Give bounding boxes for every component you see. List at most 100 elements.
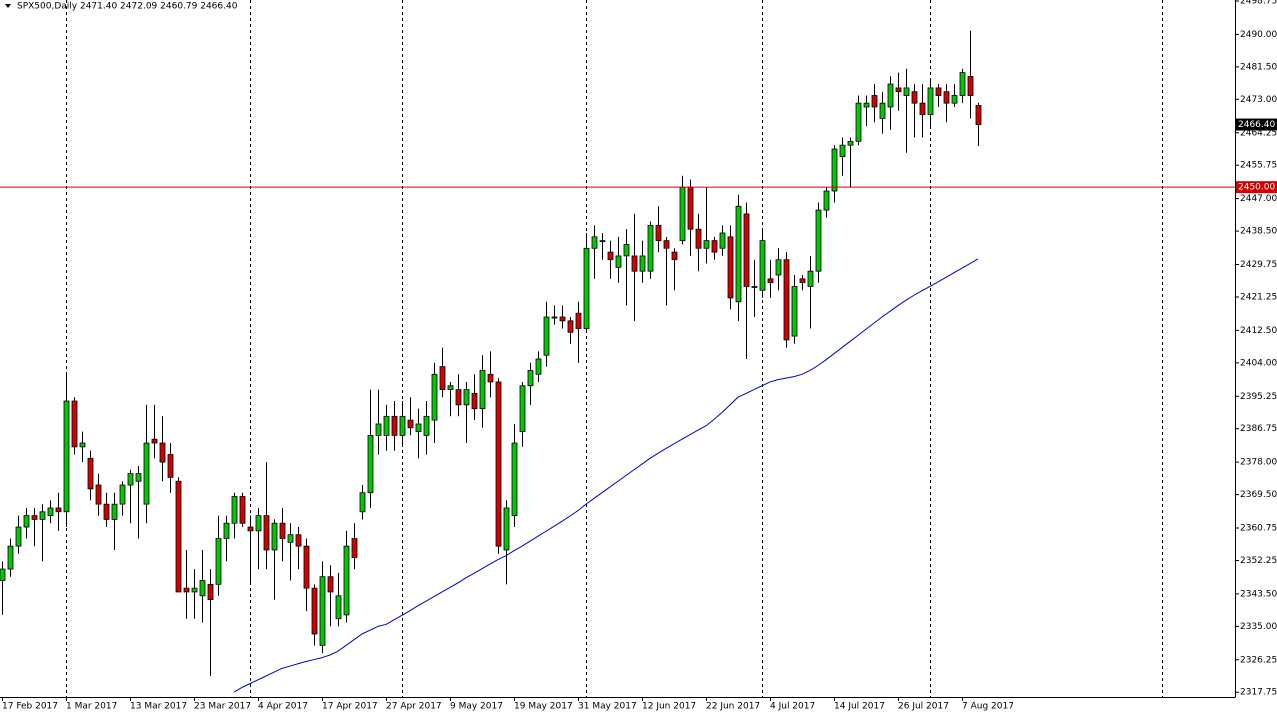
menu-triangle (5, 4, 11, 8)
candle-body (431, 373, 438, 421)
y-tick-label: 2326.25 (1240, 655, 1277, 665)
candle-body (367, 435, 374, 494)
candle-body (935, 87, 942, 96)
candle-body (559, 316, 566, 322)
candle-body (479, 370, 486, 410)
candle-body (839, 144, 846, 158)
y-tick-label: 2438.50 (1240, 227, 1277, 237)
candle-body (583, 247, 590, 329)
candle-body (751, 286, 758, 288)
candle-body (519, 385, 526, 432)
candle-body (791, 286, 798, 337)
candle-body (271, 522, 278, 551)
candle-body (647, 224, 654, 272)
candle-body (631, 255, 638, 272)
y-tick-label: 2421.25 (1240, 292, 1277, 302)
candle-body (319, 576, 326, 646)
candle-body (287, 534, 294, 543)
x-tick-label: 9 May 2017 (450, 702, 503, 712)
y-tick-label: 2429.75 (1240, 260, 1277, 270)
x-tick-label: 13 Mar 2017 (130, 702, 187, 712)
y-tick-label: 2343.50 (1240, 589, 1277, 599)
candle-body (351, 538, 358, 559)
candle-body (727, 236, 734, 299)
candle-body (239, 496, 246, 524)
x-tick-label: 12 Jun 2017 (642, 702, 696, 712)
candle-body (455, 389, 462, 406)
candle-body (927, 87, 934, 116)
y-tick-label: 2360.75 (1240, 524, 1277, 534)
candle-body (311, 587, 318, 635)
candle-body (439, 366, 446, 390)
candle-body (759, 240, 766, 291)
candle-body (847, 140, 854, 146)
y-tick-label: 2464.25 (1240, 128, 1277, 138)
candle-body (879, 102, 886, 119)
candle-body (87, 457, 94, 490)
candle-body (23, 515, 30, 528)
candle-body (79, 442, 86, 448)
y-tick-label: 2317.75 (1240, 688, 1277, 698)
candle-body (31, 515, 38, 520)
candle-body (615, 255, 622, 268)
candle-body (399, 415, 406, 436)
candle-body (0, 568, 6, 581)
candle-body (303, 545, 310, 589)
candle-body (775, 259, 782, 276)
candle-body (735, 205, 742, 303)
candle-body (95, 484, 102, 505)
candle-body (551, 316, 558, 319)
candle-body (263, 515, 270, 551)
candle-body (855, 102, 862, 142)
candle-body (103, 503, 110, 520)
candle-body (383, 415, 390, 436)
candle-body (687, 186, 694, 230)
candle-body (567, 320, 574, 333)
x-tick-label: 19 May 2017 (514, 702, 573, 712)
candle-body (703, 240, 710, 249)
candle-body (151, 438, 158, 444)
y-tick-label: 2490.00 (1240, 30, 1277, 40)
candle-body (255, 515, 262, 532)
candle-body (135, 473, 142, 482)
candle-body (823, 190, 830, 211)
period-separators (66, 0, 1163, 697)
candle-body (599, 240, 606, 243)
candle-body (591, 236, 598, 249)
candle-body (511, 442, 518, 517)
x-tick-label: 27 Apr 2017 (386, 702, 442, 712)
candle-body (359, 492, 366, 513)
candle-body (535, 358, 542, 375)
y-tick-label: 2412.50 (1240, 326, 1277, 336)
y-tick-label: 2481.50 (1240, 62, 1277, 72)
candle-body (175, 480, 182, 593)
candle-body (671, 251, 678, 261)
candle-body (871, 95, 878, 108)
y-tick-label: 2404.00 (1240, 358, 1277, 368)
candle-body (799, 278, 806, 284)
level-label: 2450.00 (1238, 183, 1275, 193)
candle-body (863, 102, 870, 108)
x-tick-label: 26 Jul 2017 (898, 702, 949, 712)
candle-body (783, 259, 790, 341)
x-tick-label: 7 Aug 2017 (962, 702, 1014, 712)
candle-body (199, 580, 206, 597)
candle-body (903, 87, 910, 96)
y-tick-label: 2455.75 (1240, 161, 1277, 171)
y-tick-label: 2378.00 (1240, 458, 1277, 468)
candle-body (375, 423, 382, 436)
candle-body (655, 224, 662, 242)
candle-body (943, 91, 950, 104)
candle-body (543, 316, 550, 356)
candle-body (607, 251, 614, 261)
candle-body (7, 545, 14, 570)
candle-body (159, 442, 166, 463)
candle-body (143, 442, 150, 505)
candle-body (967, 76, 974, 96)
x-tick-label: 4 Apr 2017 (258, 702, 308, 712)
x-tick-label: 4 Jul 2017 (770, 702, 815, 712)
candle-body (39, 511, 46, 520)
candle-body (391, 415, 398, 436)
